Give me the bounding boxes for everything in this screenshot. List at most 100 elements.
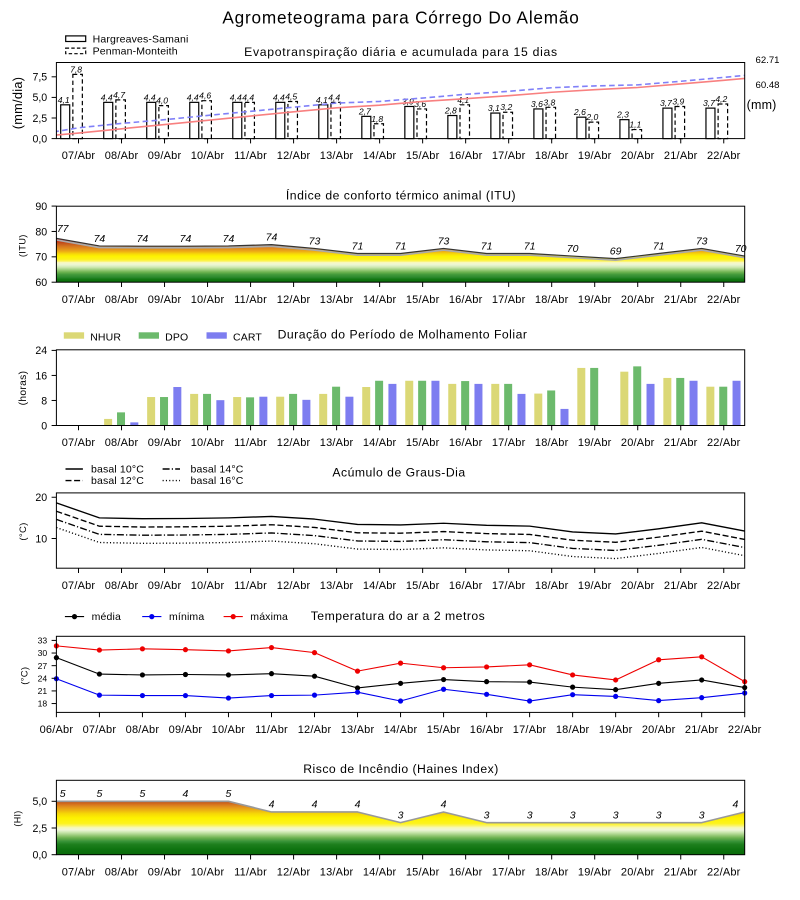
svg-text:Índice de conforto térmico ani: Índice de conforto térmico animal (ITU) (286, 188, 516, 203)
svg-text:4,4: 4,4 (144, 92, 156, 102)
svg-text:10/Abr: 10/Abr (191, 580, 225, 592)
svg-text:4,5: 4,5 (285, 92, 297, 102)
svg-text:Hargreaves-Samani: Hargreaves-Samani (93, 33, 189, 45)
svg-text:5: 5 (60, 788, 66, 800)
svg-text:07/Abr: 07/Abr (62, 150, 96, 162)
svg-text:Agrometeograma para Córrego Do: Agrometeograma para Córrego Do Alemão (222, 7, 579, 27)
svg-text:90: 90 (35, 201, 47, 213)
svg-text:máxima: máxima (250, 611, 288, 623)
svg-text:4,4: 4,4 (187, 92, 199, 102)
svg-text:15/Abr: 15/Abr (406, 437, 440, 449)
svg-text:2,8: 2,8 (444, 106, 457, 116)
svg-text:basal 10°C: basal 10°C (91, 463, 144, 475)
svg-text:16/Abr: 16/Abr (449, 866, 483, 878)
svg-text:Evapotranspiração diária e acu: Evapotranspiração diária e acumulada par… (244, 45, 558, 59)
svg-text:5,0: 5,0 (32, 92, 47, 104)
svg-text:4: 4 (312, 799, 318, 811)
svg-text:14/Abr: 14/Abr (363, 437, 397, 449)
svg-text:3,8: 3,8 (543, 97, 555, 107)
svg-text:13/Abr: 13/Abr (320, 580, 354, 592)
svg-text:74: 74 (223, 233, 235, 245)
svg-text:14/Abr: 14/Abr (384, 724, 418, 736)
svg-text:21/Abr: 21/Abr (664, 294, 698, 306)
svg-text:09/Abr: 09/Abr (169, 724, 203, 736)
svg-text:17/Abr: 17/Abr (492, 580, 526, 592)
svg-text:16/Abr: 16/Abr (449, 294, 483, 306)
svg-text:07/Abr: 07/Abr (62, 294, 96, 306)
svg-text:12/Abr: 12/Abr (277, 866, 311, 878)
svg-text:10/Abr: 10/Abr (191, 150, 225, 162)
svg-text:(°C): (°C) (19, 667, 30, 685)
svg-text:19/Abr: 19/Abr (578, 150, 612, 162)
svg-text:08/Abr: 08/Abr (126, 724, 160, 736)
svg-text:12/Abr: 12/Abr (277, 294, 311, 306)
svg-text:0: 0 (41, 420, 47, 432)
svg-text:Acúmulo de Graus-Dia: Acúmulo de Graus-Dia (332, 466, 465, 480)
svg-text:22/Abr: 22/Abr (707, 580, 741, 592)
svg-text:13/Abr: 13/Abr (320, 866, 354, 878)
svg-text:71: 71 (653, 241, 665, 253)
svg-text:4,2: 4,2 (715, 94, 727, 104)
svg-text:basal 14°C: basal 14°C (191, 463, 244, 475)
svg-text:07/Abr: 07/Abr (62, 437, 96, 449)
svg-text:22/Abr: 22/Abr (707, 866, 741, 878)
svg-text:20/Abr: 20/Abr (621, 866, 655, 878)
svg-text:(mm/dia): (mm/dia) (11, 77, 25, 129)
svg-text:3,2: 3,2 (500, 102, 512, 112)
svg-text:71: 71 (352, 241, 364, 253)
svg-text:09/Abr: 09/Abr (148, 294, 182, 306)
svg-text:10: 10 (35, 533, 47, 545)
svg-text:21: 21 (38, 686, 48, 696)
svg-text:(HI): (HI) (13, 810, 23, 826)
svg-text:09/Abr: 09/Abr (148, 866, 182, 878)
svg-text:19/Abr: 19/Abr (578, 866, 612, 878)
svg-text:3,1: 3,1 (488, 103, 500, 113)
svg-text:22/Abr: 22/Abr (728, 724, 762, 736)
svg-text:17/Abr: 17/Abr (492, 437, 526, 449)
svg-text:18/Abr: 18/Abr (556, 724, 590, 736)
svg-text:16/Abr: 16/Abr (470, 724, 504, 736)
svg-text:70: 70 (35, 252, 47, 264)
svg-text:4,4: 4,4 (101, 92, 113, 102)
svg-text:06/Abr: 06/Abr (40, 724, 74, 736)
svg-text:62.71: 62.71 (756, 55, 780, 66)
svg-text:20/Abr: 20/Abr (621, 580, 655, 592)
svg-text:3: 3 (699, 809, 705, 821)
svg-text:5: 5 (140, 788, 146, 800)
svg-text:8: 8 (41, 395, 47, 407)
svg-text:mínima: mínima (169, 611, 204, 623)
svg-text:70: 70 (567, 243, 579, 255)
svg-text:18/Abr: 18/Abr (535, 294, 569, 306)
svg-text:11/Abr: 11/Abr (234, 437, 267, 449)
svg-text:10/Abr: 10/Abr (212, 724, 246, 736)
svg-text:4,1: 4,1 (316, 95, 328, 105)
svg-text:73: 73 (696, 235, 708, 247)
svg-text:60: 60 (35, 277, 47, 289)
svg-text:17/Abr: 17/Abr (492, 150, 526, 162)
svg-text:22/Abr: 22/Abr (707, 437, 741, 449)
svg-text:14/Abr: 14/Abr (363, 580, 397, 592)
svg-text:3: 3 (398, 809, 404, 821)
svg-text:69: 69 (610, 246, 622, 258)
svg-text:10/Abr: 10/Abr (191, 437, 225, 449)
svg-text:1,8: 1,8 (371, 114, 383, 124)
svg-text:15/Abr: 15/Abr (406, 150, 440, 162)
svg-text:3: 3 (527, 809, 533, 821)
svg-text:14/Abr: 14/Abr (363, 294, 397, 306)
svg-text:19/Abr: 19/Abr (578, 437, 612, 449)
svg-text:Risco de Incêndio (Haines Inde: Risco de Incêndio (Haines Index) (303, 762, 499, 776)
svg-text:11/Abr: 11/Abr (234, 580, 267, 592)
svg-text:09/Abr: 09/Abr (148, 437, 182, 449)
svg-text:5,0: 5,0 (32, 796, 47, 808)
svg-text:15/Abr: 15/Abr (406, 294, 440, 306)
svg-text:(horas): (horas) (18, 371, 29, 406)
svg-text:2,0: 2,0 (585, 112, 598, 122)
svg-text:4,4: 4,4 (273, 92, 285, 102)
svg-text:4,7: 4,7 (113, 90, 126, 100)
svg-text:3: 3 (656, 809, 662, 821)
svg-text:11/Abr: 11/Abr (234, 150, 267, 162)
svg-text:22/Abr: 22/Abr (707, 294, 741, 306)
svg-text:07/Abr: 07/Abr (62, 580, 96, 592)
svg-text:Temperatura do ar a 2 metros: Temperatura do ar a 2 metros (311, 609, 486, 623)
svg-text:71: 71 (524, 241, 536, 253)
